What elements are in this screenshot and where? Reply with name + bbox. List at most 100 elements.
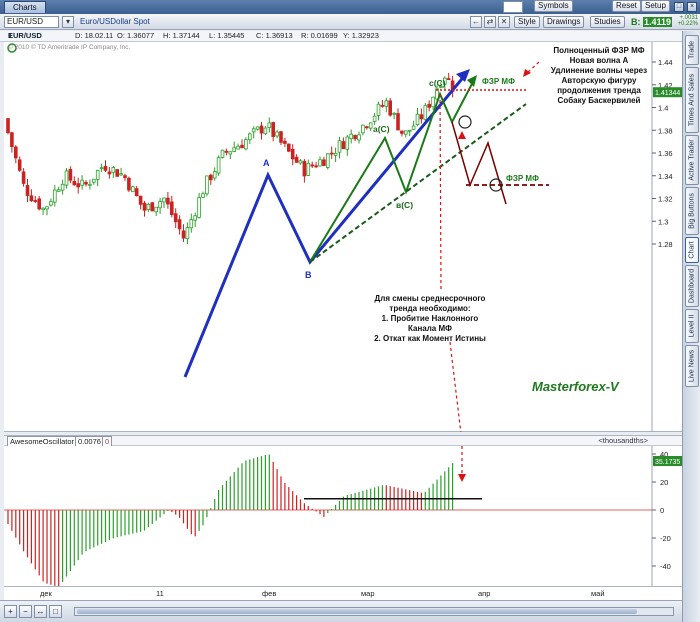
- info-open: O: 1.36077: [117, 31, 155, 40]
- bid-price: B: 1.4119: [631, 17, 673, 27]
- y-tick-label: 1.4: [658, 104, 668, 113]
- back-icon[interactable]: ←: [470, 16, 482, 28]
- candle-body: [72, 181, 77, 186]
- oscillator-chart: 40 20 0 -20 -40 35.1735: [4, 446, 682, 586]
- y-tick-label: 1.32: [658, 195, 673, 204]
- title-bar: Charts □ ×: [0, 0, 700, 14]
- candle-body: [259, 125, 264, 134]
- candle-body: [263, 127, 268, 135]
- candle-body: [407, 129, 412, 132]
- candle-body: [208, 174, 213, 181]
- annotation-requirements-line: Для смены среднесрочного: [374, 294, 486, 303]
- annotation-title-line: Собаку Баскервилей: [557, 96, 641, 105]
- osc-y-tick-label: -20: [660, 534, 671, 543]
- candle-body: [25, 185, 30, 196]
- sidebar-tab-live-news[interactable]: Live News: [685, 345, 699, 387]
- sidebar-tab-chart[interactable]: Chart: [685, 237, 699, 263]
- info-date: D: 18.02.11: [75, 31, 114, 40]
- symbol-description: Euro/USDollar Spot: [80, 17, 150, 26]
- osc-current-label: 35.1735: [655, 459, 680, 466]
- studies-button[interactable]: Studies: [590, 16, 625, 28]
- title-arrow-head: [523, 69, 531, 77]
- candle-body: [439, 85, 443, 88]
- symbol-lookup-icon[interactable]: ▾: [62, 16, 74, 28]
- candle-body: [10, 132, 14, 148]
- candle-body: [392, 112, 396, 115]
- sidebar-tab-times-and-sales[interactable]: Times And Sales: [685, 67, 699, 133]
- candle-body: [166, 197, 170, 205]
- candle-body: [60, 183, 65, 191]
- osc-current-tag: [653, 456, 682, 466]
- sidebar-tab-big-buttons[interactable]: Big Buttons: [685, 187, 699, 235]
- fit-button[interactable]: □: [49, 605, 62, 618]
- info-close: C: 1.36913: [256, 31, 293, 40]
- candle-body: [279, 131, 283, 143]
- oscillator-panel[interactable]: 40 20 0 -20 -40 35.1735: [4, 446, 682, 586]
- close-icon[interactable]: ×: [687, 2, 697, 12]
- candle-body: [286, 143, 291, 152]
- candle-body: [435, 88, 439, 100]
- candle-body: [364, 126, 369, 129]
- link-icon[interactable]: ⇄: [484, 16, 496, 28]
- candle-body: [92, 178, 96, 183]
- candle-body: [240, 144, 244, 149]
- annotation-title-line: Новая волна А: [569, 56, 629, 65]
- candle-body: [333, 152, 338, 156]
- sidebar-tab-label: Live News: [688, 349, 696, 383]
- candle-body: [267, 122, 272, 128]
- quick-entry-field[interactable]: [503, 1, 523, 13]
- pan-button[interactable]: ↔: [34, 605, 47, 618]
- candle-body: [318, 159, 322, 167]
- candle-body: [294, 156, 299, 163]
- requirement-arrow-head: [458, 131, 466, 139]
- candle-body: [131, 186, 135, 193]
- candle-body: [244, 139, 248, 150]
- reset-button[interactable]: Reset: [612, 0, 641, 12]
- sidebar-tab-level-ii[interactable]: Level II: [685, 309, 699, 343]
- candle-body: [403, 130, 408, 135]
- retest-marker: [489, 178, 503, 192]
- sidebar-tab-label: Dashboard: [688, 268, 696, 304]
- info-y: Y: 1.32923: [343, 31, 379, 40]
- setup-button[interactable]: Setup: [641, 0, 670, 12]
- channel-break-marker: [458, 115, 472, 129]
- y-tick-label: 1.36: [658, 149, 673, 158]
- sidebar-tab-trade[interactable]: Trade: [685, 35, 699, 65]
- time-axis-label: дек: [40, 589, 52, 598]
- candle-body: [349, 133, 353, 140]
- time-axis-label: фев: [262, 589, 277, 598]
- candle-body: [216, 157, 221, 174]
- maximize-icon[interactable]: □: [674, 2, 684, 12]
- style-button[interactable]: Style: [514, 16, 540, 28]
- candle-body: [228, 151, 233, 155]
- y-tick-label: 1.44: [658, 58, 673, 67]
- candle-body: [314, 165, 318, 168]
- candle-body: [17, 159, 22, 171]
- annotation-title-line: Авторскую фигуру: [561, 76, 637, 85]
- pin-icon[interactable]: ✕: [498, 16, 510, 28]
- zoom-out-button[interactable]: −: [19, 605, 32, 618]
- sidebar-tab-dashboard[interactable]: Dashboard: [685, 265, 699, 307]
- sidebar-tab-active-trader[interactable]: Active Trader: [685, 135, 699, 185]
- price-chart-panel[interactable]: 1.44 1.42 1.4 1.38 1.36 1.34 1.32 1.3 1.28 1.4134…: [4, 42, 682, 432]
- sidebar-tab-label: Level II: [688, 314, 696, 338]
- candle-body: [53, 189, 57, 203]
- candle-body: [372, 115, 377, 122]
- symbol-input[interactable]: EUR/USD: [4, 16, 59, 28]
- scrollbar-thumb[interactable]: [77, 609, 637, 614]
- candle-body: [247, 133, 252, 141]
- drawings-button[interactable]: Drawings: [543, 16, 585, 28]
- zoom-in-button[interactable]: +: [4, 605, 17, 618]
- current-price-label: 1.41344: [655, 90, 680, 97]
- tab-charts[interactable]: Charts: [4, 1, 46, 13]
- candle-body: [158, 201, 162, 209]
- sidebar-tab-label: Times And Sales: [688, 73, 696, 127]
- chart-scrollbar[interactable]: [74, 607, 674, 616]
- candle-body: [427, 103, 431, 108]
- candle-body: [411, 125, 416, 130]
- symbols-button[interactable]: Symbols: [534, 0, 573, 12]
- info-high: H: 1.37144: [163, 31, 200, 40]
- candle-body: [49, 201, 53, 206]
- y-tick-label: 1.3: [658, 217, 668, 226]
- annotation-requirements-line: тренда необходимо:: [389, 304, 471, 313]
